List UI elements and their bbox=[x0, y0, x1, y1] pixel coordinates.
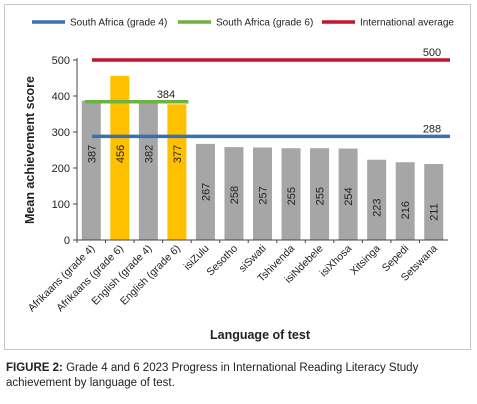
data-label: 255 bbox=[286, 187, 298, 205]
chart-legend: South Africa (grade 4) South Africa (grad… bbox=[32, 18, 454, 29]
plot-area: 288 384 500 387 456 382 377 267 258 257 255 255 254 2… bbox=[26, 47, 450, 314]
bar bbox=[224, 147, 244, 240]
y-tick-label: 300 bbox=[52, 127, 70, 139]
data-label: 216 bbox=[400, 201, 412, 219]
data-label: 223 bbox=[372, 199, 384, 217]
bar bbox=[281, 148, 301, 240]
data-label: 387 bbox=[86, 145, 98, 163]
x-tick-label: isiXhosa bbox=[318, 243, 355, 280]
x-tick-label: Xitsinga bbox=[348, 243, 383, 278]
x-tick-label: Sesotho bbox=[204, 243, 240, 279]
data-label: 211 bbox=[429, 203, 441, 221]
data-label: 456 bbox=[115, 145, 127, 163]
data-label: 377 bbox=[172, 145, 184, 163]
legend-label: South Africa (grade 6) bbox=[216, 18, 313, 29]
chart: South Africa (grade 4) South Africa (grad… bbox=[23, 18, 454, 343]
reference-line-label: 384 bbox=[157, 89, 175, 101]
caption-text: Grade 4 and 6 2023 Progress in Internati… bbox=[6, 362, 419, 389]
bar bbox=[310, 148, 330, 240]
data-label: 254 bbox=[343, 187, 355, 205]
reference-line-label: 500 bbox=[423, 47, 441, 59]
data-label: 267 bbox=[200, 183, 212, 201]
bar bbox=[81, 100, 101, 241]
bar bbox=[367, 159, 387, 240]
data-label: 257 bbox=[258, 186, 270, 204]
reference-line-label: 288 bbox=[423, 123, 441, 135]
caption-label: FIGURE 2: bbox=[6, 362, 63, 374]
bar bbox=[253, 147, 272, 240]
legend-label: South Africa (grade 4) bbox=[70, 18, 167, 29]
data-label: 258 bbox=[229, 186, 241, 204]
bar bbox=[138, 102, 158, 240]
bar bbox=[338, 148, 358, 240]
bar bbox=[424, 164, 444, 240]
figure-caption: FIGURE 2: Grade 4 and 6 2023 Progress in… bbox=[6, 361, 474, 391]
data-label: 382 bbox=[143, 145, 155, 163]
y-tick-label: 100 bbox=[52, 199, 70, 211]
y-tick-label: 400 bbox=[52, 91, 70, 103]
x-axis-title: Language of test bbox=[210, 328, 311, 342]
legend-label: International average bbox=[360, 18, 454, 29]
y-axis-title: Mean achievement score bbox=[23, 76, 37, 224]
bar bbox=[395, 162, 415, 240]
bar bbox=[167, 104, 187, 240]
bar bbox=[110, 75, 130, 240]
y-tick-label: 0 bbox=[64, 235, 70, 247]
data-label: 255 bbox=[315, 187, 327, 205]
bar bbox=[195, 143, 215, 240]
y-tick-label: 200 bbox=[52, 163, 70, 175]
y-tick-label: 500 bbox=[52, 55, 70, 67]
